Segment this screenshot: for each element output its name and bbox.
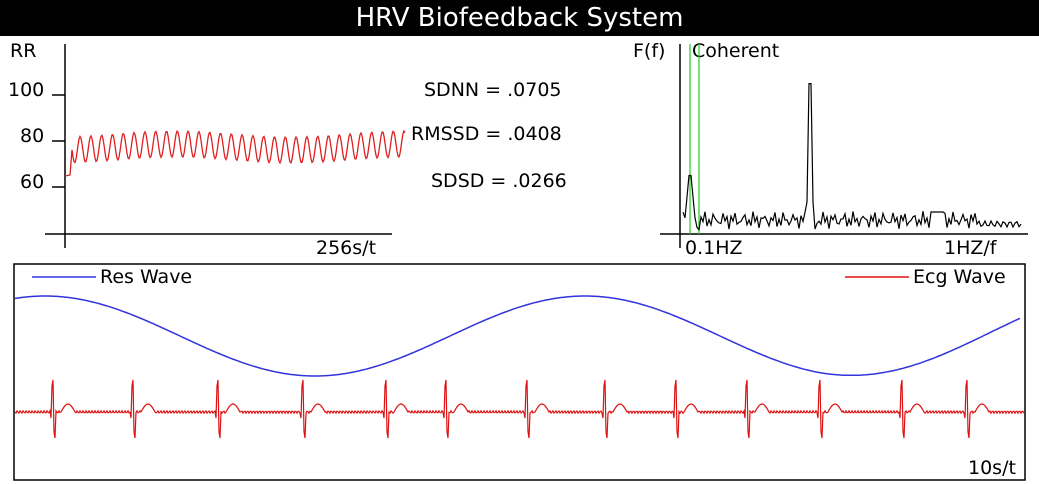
freq-high-label: 1HZ/f [944,237,997,259]
respiration-wave-trace [14,295,1021,377]
freq-low-label: 0.1HZ [685,237,743,259]
wave-time-label: 10s/t [968,457,1016,479]
app-title: HRV Biofeedback System [0,0,1039,36]
rr-interval-trace [64,129,406,177]
coherence-status: Coherent [692,40,780,62]
sdnn-value: SDNN = .0705 [424,79,562,101]
rr-axis-label: RR [10,40,37,62]
wave-panel-frame [13,263,1026,481]
ecg-wave-legend: Ecg Wave [913,266,1006,288]
sdsd-value: SDSD = .0266 [431,170,567,192]
spectrum-axis-label: F(f) [633,40,666,62]
rmssd-value: RMSSD = .0408 [411,123,562,145]
rr-tick-80: 80 [20,125,45,147]
spectrum-trace [682,82,1022,231]
res-wave-legend: Res Wave [100,266,193,288]
rr-time-label: 256s/t [316,237,377,259]
rr-tick-60: 60 [20,171,45,193]
rr-tick-100: 100 [8,79,45,101]
ecg-wave-trace [14,379,1025,439]
